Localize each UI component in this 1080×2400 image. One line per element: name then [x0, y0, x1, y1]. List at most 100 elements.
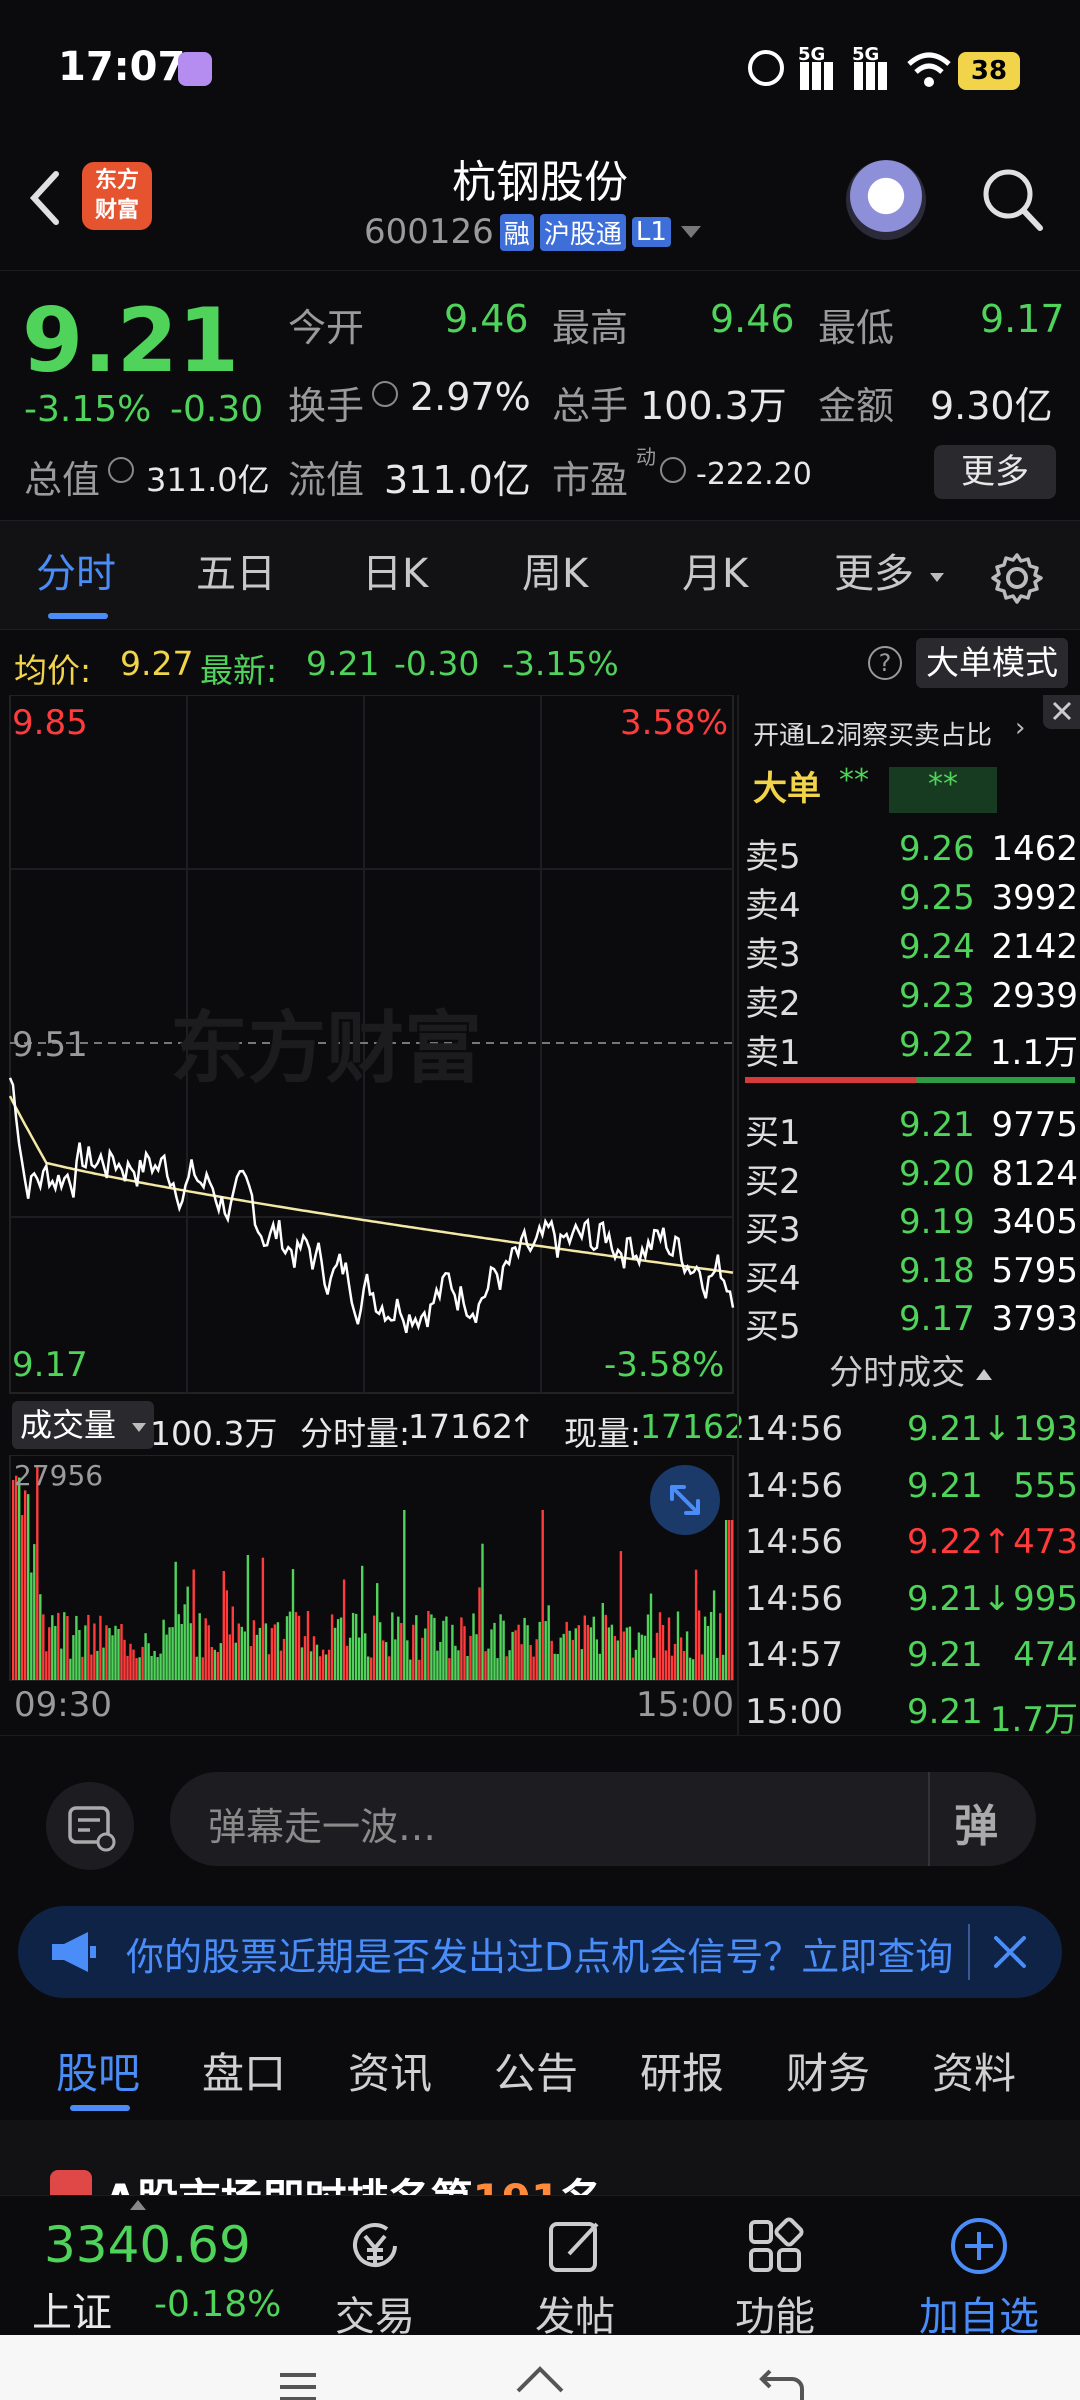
volume-bar: [51, 1615, 54, 1680]
volume-bar: [309, 1651, 313, 1680]
more-button[interactable]: 更多: [934, 445, 1056, 499]
volume-bar: [716, 1657, 719, 1680]
tab-guba[interactable]: 股吧: [56, 2049, 141, 2098]
tab-announcements[interactable]: 公告: [494, 2049, 579, 2098]
back-nav-icon[interactable]: [756, 2365, 806, 2400]
volume-bar: [709, 1612, 713, 1680]
help-icon[interactable]: ?: [868, 646, 902, 680]
bid-row[interactable]: 买5 9.17 3793: [739, 1299, 1080, 1347]
volume-bar: [288, 1611, 292, 1680]
settings-gear-icon[interactable]: [990, 551, 1044, 605]
ask-label: 卖3: [745, 935, 801, 975]
close-icon[interactable]: [988, 1930, 1032, 1974]
trade-price: 9.22↑: [907, 1522, 1012, 1562]
tab-intraday[interactable]: 分时: [36, 551, 116, 597]
volume-bar: [150, 1656, 153, 1680]
danmu-input[interactable]: 弹幕走一波… 弹: [170, 1772, 1036, 1866]
tab-profile[interactable]: 资料: [932, 2049, 1017, 2098]
ask-volume: 2939: [991, 976, 1078, 1016]
close-icon[interactable]: [1043, 695, 1080, 729]
expand-icon[interactable]: [650, 1465, 720, 1535]
tab-monthly-k[interactable]: 月K: [682, 551, 749, 597]
volume-bar: [646, 1614, 650, 1680]
nav-post[interactable]: 发帖: [500, 2196, 650, 2342]
bid-row[interactable]: 买1 9.21 9775: [739, 1105, 1080, 1153]
status-time: 17:07: [58, 44, 186, 90]
trade-time: 14:56: [745, 1578, 843, 1619]
chevron-down-icon[interactable]: [680, 226, 701, 238]
volume-bar: [282, 1638, 286, 1680]
bid-row[interactable]: 买3 9.19 3405: [739, 1202, 1080, 1250]
l2-upgrade-link[interactable]: 开通L2洞察买卖占比: [753, 721, 993, 751]
volume-bar: [676, 1611, 680, 1680]
home-icon[interactable]: [512, 2363, 568, 2400]
nav-functions[interactable]: 功能: [700, 2196, 850, 2342]
ask-row[interactable]: 卖1 9.22 1.1万: [739, 1025, 1080, 1073]
tab-pankou[interactable]: 盘口: [202, 2049, 287, 2098]
volume-bar: [225, 1590, 228, 1680]
danmu-settings-icon[interactable]: [46, 1782, 134, 1870]
tab-weekly-k[interactable]: 周K: [522, 551, 589, 597]
info-icon[interactable]: [108, 457, 134, 483]
caret-up-icon[interactable]: [975, 1369, 992, 1380]
tab-five-day[interactable]: 五日: [196, 551, 276, 597]
volume-bar: [559, 1637, 562, 1680]
volume-bar: [36, 1465, 39, 1680]
tab-daily-k[interactable]: 日K: [362, 551, 429, 597]
volume-chart[interactable]: 27956 09:30 15:00: [0, 1454, 735, 1735]
index-widget[interactable]: 3340.69 上证 -0.18%: [0, 2196, 300, 2336]
volume-bar: [613, 1636, 617, 1680]
volume-bar: [42, 1614, 45, 1680]
trade-price: 9.21↓: [907, 1409, 1012, 1449]
bid-row[interactable]: 买4 9.18 5795: [739, 1251, 1080, 1299]
volume-bar: [544, 1621, 547, 1680]
bid-row[interactable]: 买2 9.20 8124: [739, 1154, 1080, 1202]
ask-row[interactable]: 卖5 9.26 1462: [739, 829, 1080, 877]
ask-volume: 2142: [991, 927, 1078, 967]
tab-news[interactable]: 资讯: [348, 2049, 433, 2098]
volume-bar: [526, 1625, 529, 1680]
signal-5g-label: 5G: [798, 44, 826, 65]
volume-bar: [144, 1633, 147, 1680]
volume-bar: [261, 1557, 265, 1680]
app-logo[interactable]: 东方 财富: [82, 162, 152, 230]
volume-bar: [535, 1639, 538, 1680]
volume-bar: [81, 1656, 84, 1680]
nav-add-watchlist[interactable]: 加自选: [904, 2196, 1054, 2342]
alarm-icon: [748, 50, 784, 86]
volume-bar: [45, 1651, 48, 1680]
info-icon[interactable]: [660, 457, 686, 483]
big-order-mode-button[interactable]: 大单模式: [916, 638, 1068, 688]
volume-bar: [84, 1625, 87, 1680]
ask-row[interactable]: 卖3 9.24 2142: [739, 927, 1080, 975]
danmu-send-icon[interactable]: 弹: [954, 1801, 998, 1852]
nav-trade[interactable]: 交易: [300, 2196, 450, 2342]
margin-badge: 融: [499, 213, 534, 251]
back-icon[interactable]: [26, 168, 62, 228]
info-icon[interactable]: [372, 381, 398, 407]
volume-indicator-select[interactable]: 成交量: [12, 1401, 155, 1449]
volume-total: 100.3万: [150, 1414, 278, 1453]
volume-bar: [697, 1610, 701, 1680]
ask-row[interactable]: 卖2 9.23 2939: [739, 976, 1080, 1024]
volume-bar: [649, 1593, 653, 1680]
volume-bar: [472, 1613, 475, 1680]
promo-banner[interactable]: 你的股票近期是否发出过D点机会信号？立即查询: [18, 1906, 1062, 1998]
latest-change: -0.30: [394, 644, 480, 683]
menu-icon[interactable]: [276, 2371, 320, 2400]
edit-icon: [549, 2222, 599, 2272]
search-icon[interactable]: [980, 164, 1046, 234]
app-notification-icon: [178, 52, 212, 86]
tab-research[interactable]: 研报: [640, 2049, 725, 2098]
robot-assistant-icon[interactable]: [846, 160, 926, 240]
tab-finance[interactable]: 财务: [786, 2049, 871, 2098]
chevron-right-icon[interactable]: ›: [1015, 713, 1026, 743]
intraday-chart[interactable]: 东方财富 9.85 3.58% 9.51 9.17 -3.58%: [0, 694, 735, 1395]
add-circle-icon: [951, 2218, 1007, 2274]
tab-more[interactable]: 更多: [834, 551, 914, 597]
volume-bar: [589, 1627, 592, 1680]
bottom-nav: 3340.69 上证 -0.18% 交易 发帖 功能 加自选: [0, 2195, 1080, 2340]
volume-bar: [162, 1619, 165, 1680]
ask-row[interactable]: 卖4 9.25 3992: [739, 878, 1080, 926]
ranking-teaser[interactable]: A股市场即时排名第191名: [0, 2120, 1080, 2224]
